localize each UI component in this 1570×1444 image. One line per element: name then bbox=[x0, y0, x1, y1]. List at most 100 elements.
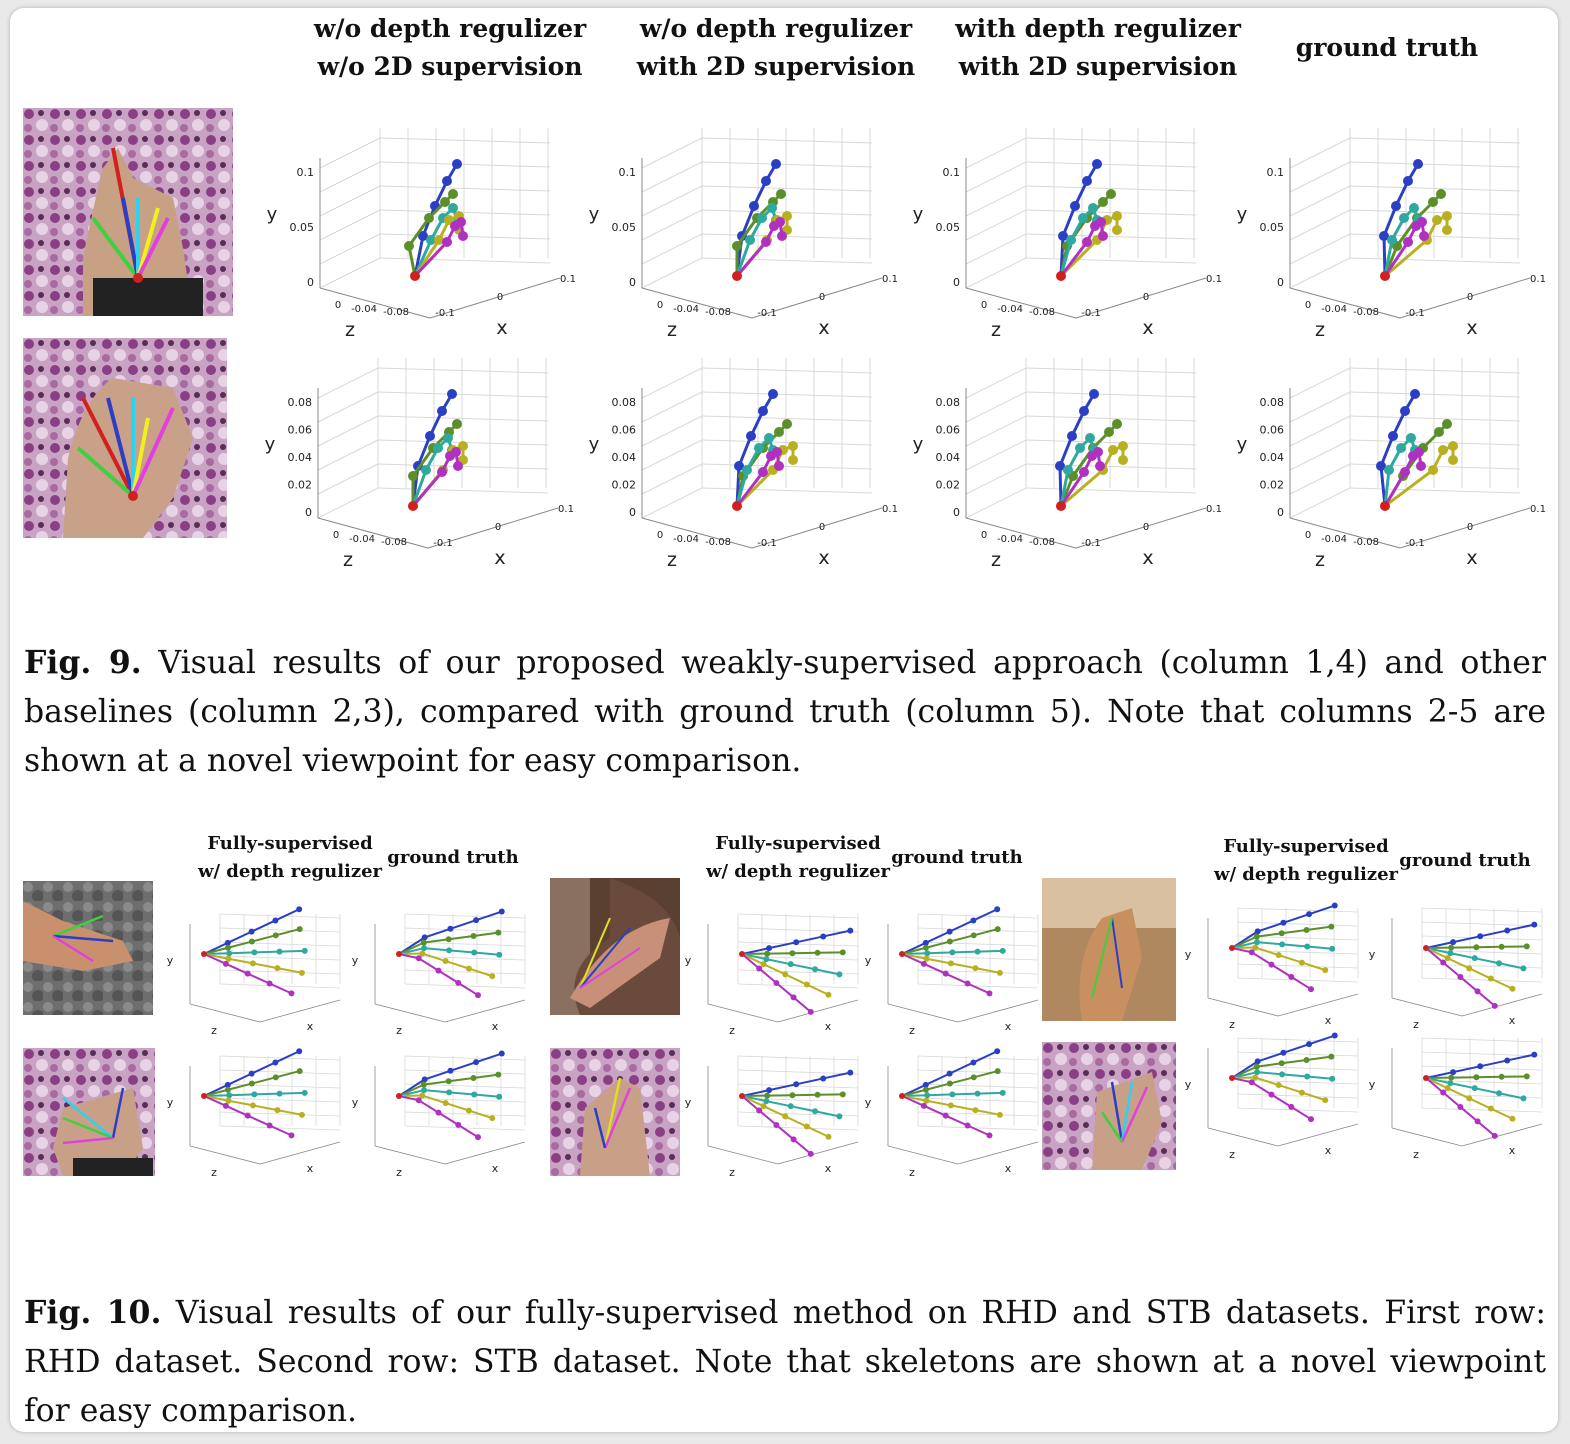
wrist-joint bbox=[408, 501, 418, 511]
bone bbox=[950, 962, 976, 970]
bone bbox=[741, 953, 760, 970]
grid-line bbox=[317, 463, 379, 495]
grid-line bbox=[917, 1125, 1039, 1131]
bone bbox=[763, 1105, 786, 1118]
bone bbox=[1474, 1087, 1500, 1095]
y-tick-label: 0.04 bbox=[612, 451, 637, 464]
grid-line bbox=[965, 463, 1027, 495]
joint bbox=[1438, 445, 1448, 455]
grid-line bbox=[1421, 1051, 1543, 1057]
fig9-header-col2: w/o depth regulizer w/o 2D supervision bbox=[313, 14, 587, 81]
joint bbox=[226, 1092, 233, 1099]
bone bbox=[735, 241, 768, 277]
y-tick-label: 0.08 bbox=[1260, 396, 1285, 409]
joint bbox=[471, 949, 478, 956]
joint bbox=[1413, 159, 1423, 169]
joint bbox=[445, 936, 452, 943]
hand-skeleton bbox=[1376, 389, 1458, 511]
grid-line bbox=[965, 487, 1027, 519]
bone bbox=[768, 1083, 797, 1092]
wrist-joint bbox=[1056, 501, 1066, 511]
bone bbox=[945, 972, 969, 985]
z-axis-line bbox=[1391, 1127, 1463, 1147]
joint bbox=[424, 213, 434, 223]
grid-line bbox=[1025, 161, 1197, 168]
grid-line bbox=[219, 983, 341, 989]
x-tick-label: -0.1 bbox=[1081, 308, 1101, 319]
bone bbox=[423, 938, 449, 944]
y-tick-label: 0 bbox=[953, 276, 960, 289]
wrist-joint bbox=[410, 271, 420, 281]
bone bbox=[923, 1104, 947, 1117]
z-tick-label: -0.04 bbox=[997, 534, 1023, 545]
axes-frame: y z x bbox=[1369, 907, 1543, 1031]
joint bbox=[949, 949, 956, 956]
joint bbox=[1384, 465, 1394, 475]
joint bbox=[298, 969, 305, 976]
z-tick-label: -0.08 bbox=[1353, 537, 1379, 548]
joint bbox=[1473, 1074, 1480, 1081]
joint bbox=[1058, 231, 1068, 241]
joint bbox=[1304, 1073, 1311, 1080]
joint bbox=[994, 906, 1001, 913]
bone bbox=[1059, 239, 1073, 277]
bone bbox=[925, 1082, 951, 1091]
grid-line bbox=[1349, 367, 1521, 374]
y-tick-label: 0.06 bbox=[288, 424, 313, 437]
grid-line bbox=[641, 161, 703, 193]
bone bbox=[1251, 951, 1273, 966]
wrist-joint bbox=[396, 951, 402, 957]
joint bbox=[1520, 1095, 1527, 1102]
y-tick-label: 0.04 bbox=[1260, 451, 1285, 464]
joint bbox=[1448, 441, 1458, 451]
joint bbox=[489, 1115, 496, 1122]
joint bbox=[1112, 211, 1122, 221]
grid-line bbox=[319, 185, 381, 217]
grid-line bbox=[1237, 907, 1359, 913]
bone bbox=[741, 1095, 760, 1112]
hand-skeleton bbox=[899, 906, 1006, 997]
grid-line bbox=[219, 1083, 341, 1089]
fig9-plot-r1-c4: 0.1 0.05 0 y 0 -0.04 -0.08 z -0.1 0 0.1 x bbox=[913, 128, 1222, 341]
z-tick-label: -0.04 bbox=[997, 304, 1023, 315]
x-axis-label: x bbox=[307, 1020, 314, 1033]
fig9-plot-r2-c4: 0.08 0.06 0.04 0.02 0 y 0 -0.04 -0.08 z -0.1 0 0.1 x bbox=[913, 358, 1222, 571]
bone bbox=[768, 941, 797, 950]
x-axis-line bbox=[777, 1141, 859, 1165]
bone bbox=[1459, 976, 1479, 993]
joint bbox=[1448, 1074, 1455, 1081]
joint bbox=[1434, 427, 1444, 437]
joint bbox=[924, 1092, 931, 1099]
fig10-photo-stb-2 bbox=[550, 1048, 680, 1176]
bone bbox=[972, 908, 998, 922]
z-tick-label: -0.04 bbox=[673, 304, 699, 315]
y-axis-label: y bbox=[589, 204, 600, 225]
joint bbox=[1509, 985, 1516, 992]
bone bbox=[1257, 921, 1284, 933]
bone bbox=[949, 1076, 975, 1085]
joint bbox=[1403, 237, 1413, 247]
x-tick-label: 0.1 bbox=[882, 504, 898, 515]
joint bbox=[1278, 1060, 1285, 1067]
joint bbox=[1419, 231, 1429, 241]
joint bbox=[1403, 176, 1413, 186]
bone bbox=[1308, 904, 1336, 916]
bone bbox=[1425, 947, 1449, 960]
joint bbox=[1112, 225, 1122, 235]
joint bbox=[456, 217, 466, 227]
x-tick-label: 0.1 bbox=[1530, 504, 1546, 515]
bone bbox=[227, 1072, 253, 1086]
bone bbox=[741, 953, 765, 966]
bone bbox=[1283, 913, 1310, 924]
z-axis-label: z bbox=[1229, 1148, 1235, 1161]
axes-frame: y z x bbox=[1185, 907, 1359, 1031]
hand-skeleton bbox=[899, 1048, 1006, 1139]
grid-line bbox=[219, 913, 341, 919]
joint bbox=[448, 203, 458, 213]
z-tick-label: -0.04 bbox=[1321, 534, 1347, 545]
bone bbox=[949, 934, 975, 943]
z-axis-line bbox=[1289, 287, 1401, 319]
bone bbox=[1290, 976, 1312, 991]
grid-line bbox=[1025, 415, 1197, 422]
bone bbox=[766, 958, 791, 966]
